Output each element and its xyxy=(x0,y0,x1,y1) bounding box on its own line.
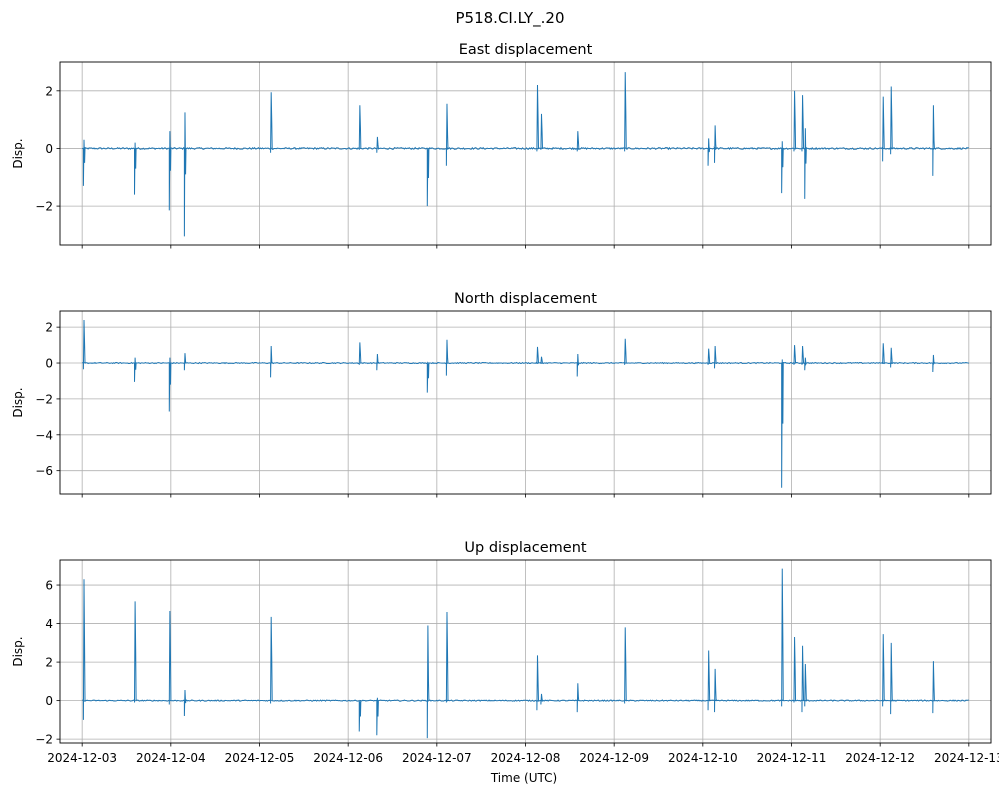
x-tick-label: 2024-12-05 xyxy=(225,751,295,765)
y-tick-label: 0 xyxy=(45,357,53,371)
x-tick-label: 2024-12-04 xyxy=(136,751,206,765)
x-tick-label: 2024-12-13 xyxy=(934,751,999,765)
y-axis-label: Disp. xyxy=(11,636,25,666)
y-tick-label: −2 xyxy=(35,200,53,214)
y-tick-label: 2 xyxy=(45,84,53,98)
y-tick-label: 2 xyxy=(45,321,53,335)
panel-2: −6 −4 −2 0 2 North displacement Disp. xyxy=(11,291,992,498)
x-tick-label: 2024-12-08 xyxy=(491,751,561,765)
y-tick-label: 0 xyxy=(45,694,53,708)
y-tick-label: −6 xyxy=(35,464,53,478)
panel-title: North displacement xyxy=(454,291,597,307)
panel-3: −2 0 2 4 6 2024-12-03 2024-12-04 2024-12-05 2024… xyxy=(11,540,999,765)
y-tick-label: −2 xyxy=(35,733,53,747)
y-tick-label: 4 xyxy=(45,617,53,631)
y-tick-label: 6 xyxy=(45,579,53,593)
displacement-series-line xyxy=(81,319,970,488)
y-axis-label: Disp. xyxy=(11,387,25,417)
x-tick-label: 2024-12-12 xyxy=(845,751,915,765)
x-axis-label: Time (UTC) xyxy=(490,771,557,785)
figure-suptitle: P518.CI.LY_.20 xyxy=(456,9,565,28)
x-tick-label: 2024-12-07 xyxy=(402,751,472,765)
x-tick-label: 2024-12-11 xyxy=(757,751,827,765)
displacement-series-line xyxy=(81,72,969,237)
x-tick-label: 2024-12-06 xyxy=(313,751,383,765)
x-tick-label: 2024-12-03 xyxy=(47,751,117,765)
y-axis-label: Disp. xyxy=(11,138,25,168)
panel-1: −2 0 2 East displacement Disp. xyxy=(11,42,992,249)
panel-title: East displacement xyxy=(459,42,593,58)
y-tick-label: −2 xyxy=(35,392,53,406)
panel-title: Up displacement xyxy=(464,540,586,556)
y-tick-label: 0 xyxy=(45,142,53,156)
x-tick-label: 2024-12-10 xyxy=(668,751,738,765)
y-tick-label: −4 xyxy=(35,428,53,442)
displacement-series-line xyxy=(82,568,969,739)
y-tick-label: 2 xyxy=(45,656,53,670)
x-tick-label: 2024-12-09 xyxy=(579,751,649,765)
